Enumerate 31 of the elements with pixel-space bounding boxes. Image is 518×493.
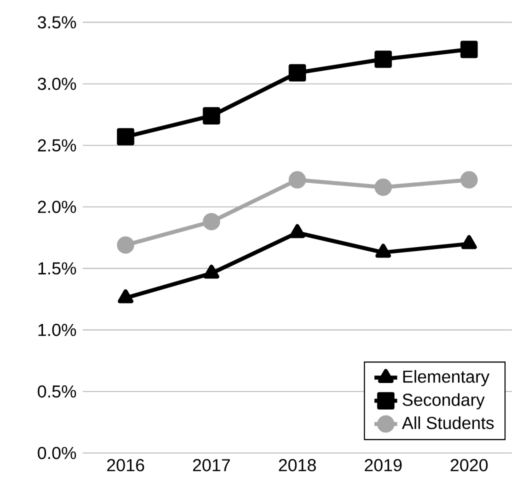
y-tick-label: 3.0% [38,78,76,90]
point [374,178,392,196]
point [202,213,220,230]
point [116,128,134,146]
y-tick-label: 0.0% [38,446,76,460]
point [374,50,392,68]
point [116,236,134,254]
point [288,64,306,82]
y-tick-label: 2.5% [38,139,76,152]
point [288,171,306,188]
y-tick-label: 3.5% [38,16,76,28]
y-tick-label: 1.5% [38,262,76,275]
legend-label: All Students [402,416,494,430]
y-tick-label: 1.0% [38,324,76,336]
point [202,107,220,125]
legend-label: Elementary [403,370,490,386]
x-tick-label: 2017 [193,459,230,472]
point [375,244,391,258]
point [461,235,477,250]
legend-label: Secondary [402,393,485,410]
y-tick-label: 2.0% [38,200,76,214]
point [118,289,134,304]
point [290,224,306,238]
x-tick-label: 2020 [450,459,488,472]
point [460,171,478,188]
point [204,264,220,279]
x-tick-label: 2019 [364,459,402,472]
x-tick-label: 2018 [278,459,316,472]
point [460,40,478,58]
x-tick-label: 2016 [107,459,144,472]
y-tick-label: 0.5% [38,385,76,398]
